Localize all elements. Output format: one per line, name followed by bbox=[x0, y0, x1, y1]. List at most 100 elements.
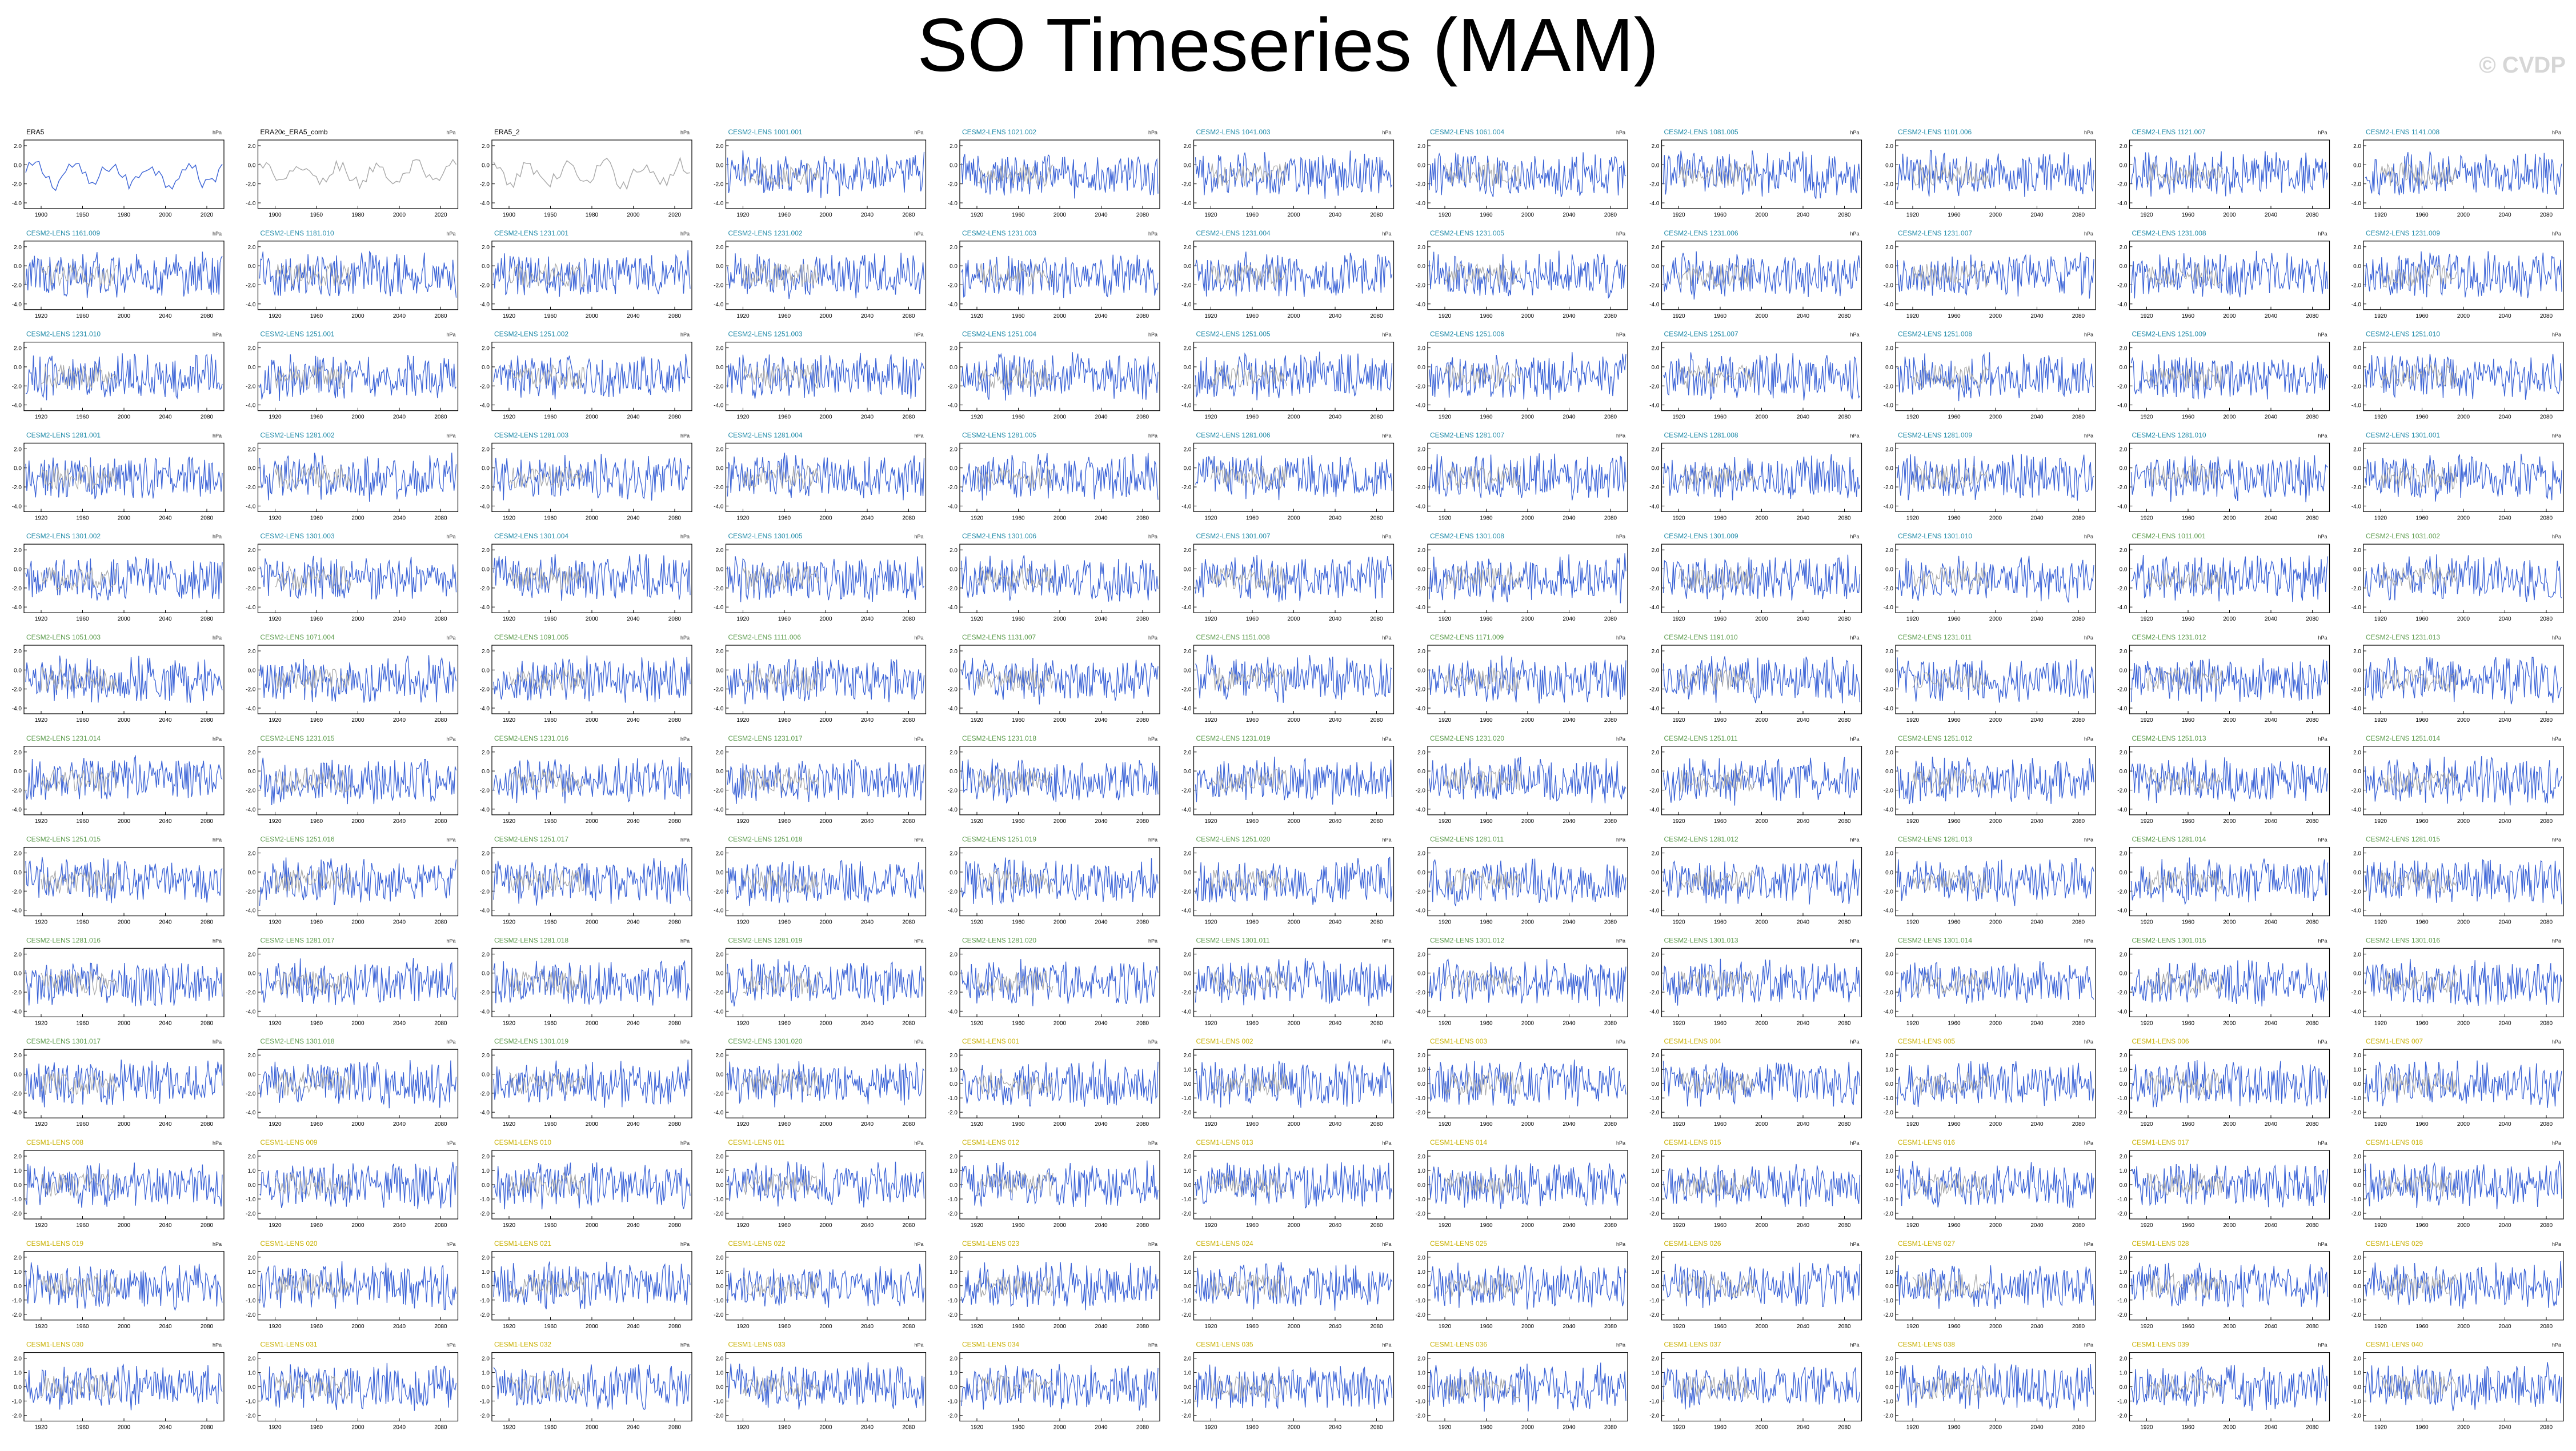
y-tick-label: -2.0 bbox=[948, 990, 958, 996]
member-series-line bbox=[259, 757, 457, 806]
y-tick-label: -4.0 bbox=[246, 1009, 256, 1015]
x-tick-label: 2080 bbox=[1604, 1222, 1617, 1229]
y-tick-label: -2.0 bbox=[1884, 990, 1894, 996]
panel-title: CESM2-LENS 1281.016 bbox=[26, 936, 101, 944]
x-tick-label: 2000 bbox=[2223, 717, 2236, 723]
y-tick-label: 2.0 bbox=[248, 446, 256, 453]
y-tick-label: 2.0 bbox=[1885, 446, 1893, 453]
panel-title: CESM2-LENS 1041.003 bbox=[1196, 128, 1271, 136]
x-tick-label: 1960 bbox=[2182, 717, 2195, 723]
y-tick-label: -4.0 bbox=[1416, 1009, 1426, 1015]
x-tick-label: 2080 bbox=[1136, 1121, 1149, 1128]
y-tick-label: 2.0 bbox=[1652, 143, 1660, 150]
member-series-line bbox=[1897, 1061, 2094, 1108]
panel: CESM2-LENS 1281.006 hPa2.00.0-2.0-4.01920… bbox=[1181, 431, 1395, 521]
y-tick-label: 2.0 bbox=[248, 952, 256, 958]
y-tick-label: -2.0 bbox=[12, 990, 22, 996]
plot-frame bbox=[491, 1352, 692, 1422]
y-tick-label: 2.0 bbox=[248, 1255, 256, 1261]
x-tick-label: 1960 bbox=[76, 414, 89, 421]
x-tick-label: 1920 bbox=[1906, 1425, 1920, 1431]
x-tick-label: 2040 bbox=[2030, 1121, 2044, 1128]
x-tick-label: 1960 bbox=[310, 515, 323, 521]
x-tick-label: 2080 bbox=[1136, 1020, 1149, 1026]
panel-units: hPa bbox=[446, 1342, 455, 1348]
panel-title: CESM2-LENS 1251.013 bbox=[2132, 734, 2206, 742]
x-tick-label: 2080 bbox=[201, 1222, 214, 1229]
x-tick-label: 1920 bbox=[736, 717, 750, 723]
x-tick-label: 1920 bbox=[1204, 1121, 1217, 1128]
y-tick-label: -4.0 bbox=[1416, 605, 1426, 611]
y-tick-label: -2.0 bbox=[1181, 1312, 1192, 1318]
y-tick-label: 2.0 bbox=[1417, 649, 1425, 655]
y-tick-label: -2.0 bbox=[948, 1110, 958, 1116]
panel-units: hPa bbox=[2318, 837, 2327, 843]
x-tick-label: 2080 bbox=[201, 1324, 214, 1330]
y-tick-label: -4.0 bbox=[1884, 201, 1894, 207]
obs-overlay-line bbox=[1210, 1072, 1288, 1096]
y-tick-label: 2.0 bbox=[2353, 952, 2361, 958]
panel-title: CESM2-LENS 1231.014 bbox=[26, 734, 101, 742]
y-tick-label: -4.0 bbox=[12, 403, 22, 409]
x-tick-label: 2040 bbox=[2030, 1020, 2044, 1026]
panel-units: hPa bbox=[2084, 736, 2093, 742]
y-tick-label: -2.0 bbox=[1181, 1413, 1192, 1420]
y-tick-label: -1.0 bbox=[2117, 1096, 2128, 1102]
x-tick-label: 2080 bbox=[902, 515, 915, 521]
member-series-line bbox=[493, 757, 691, 804]
y-tick-label: 2.0 bbox=[950, 547, 958, 554]
y-tick-label: 0.0 bbox=[1417, 263, 1425, 270]
x-tick-label: 1920 bbox=[1204, 1425, 1217, 1431]
panel-title: CESM2-LENS 1281.002 bbox=[261, 431, 335, 439]
x-tick-label: 2040 bbox=[159, 1121, 172, 1128]
x-tick-label: 2000 bbox=[2223, 1020, 2236, 1026]
panel: CESM2-LENS 1281.001 hPa2.00.0-2.0-4.01920… bbox=[12, 431, 225, 521]
obs-overlay-line bbox=[742, 870, 820, 894]
x-tick-label: 1920 bbox=[2140, 1020, 2153, 1026]
y-tick-label: 0.0 bbox=[2353, 1182, 2361, 1189]
y-tick-label: -2.0 bbox=[1884, 1211, 1894, 1217]
member-series-line bbox=[1195, 756, 1393, 805]
panel-title: CESM2-LENS 1231.007 bbox=[1898, 229, 1972, 237]
x-tick-label: 1920 bbox=[503, 515, 516, 521]
panel: CESM2-LENS 1181.010 hPa2.00.0-2.0-4.01920… bbox=[246, 229, 459, 319]
x-tick-label: 2000 bbox=[819, 1324, 832, 1330]
y-tick-label: 1.0 bbox=[950, 1067, 958, 1073]
y-tick-label: 0.0 bbox=[1652, 1284, 1660, 1290]
member-series-line bbox=[259, 655, 457, 703]
y-tick-label: 0.0 bbox=[1417, 162, 1425, 169]
panel: CESM2-LENS 1141.008 hPa2.00.0-2.0-4.01920… bbox=[2351, 128, 2564, 218]
x-tick-label: 2000 bbox=[1755, 1324, 1768, 1330]
panel: CESM2-LENS 1281.002 hPa2.00.0-2.0-4.01920… bbox=[246, 431, 459, 521]
panel-title: CESM2-LENS 1031.002 bbox=[2366, 532, 2440, 540]
x-tick-label: 2080 bbox=[434, 313, 447, 319]
x-tick-label: 1960 bbox=[1012, 515, 1025, 521]
y-tick-label: -1.0 bbox=[948, 1096, 958, 1102]
x-tick-label: 2040 bbox=[2498, 1324, 2511, 1330]
y-tick-label: 2.0 bbox=[14, 143, 22, 150]
y-tick-label: -2.0 bbox=[1649, 889, 1660, 895]
panel-units: hPa bbox=[2552, 635, 2561, 641]
x-tick-label: 1920 bbox=[1672, 717, 1685, 723]
y-tick-label: 0.0 bbox=[1417, 1182, 1425, 1189]
x-tick-label: 1920 bbox=[269, 414, 282, 421]
y-tick-label: -2.0 bbox=[714, 485, 724, 491]
panel: CESM2-LENS 1301.013 hPa2.00.0-2.0-4.01920… bbox=[1649, 936, 1862, 1026]
obs-overlay-line bbox=[275, 565, 352, 591]
x-tick-label: 2040 bbox=[2498, 818, 2511, 825]
y-tick-label: -2.0 bbox=[714, 282, 724, 289]
y-tick-label: 0.0 bbox=[14, 466, 22, 472]
panel: CESM2-LENS 1251.020 hPa2.00.0-2.0-4.01920… bbox=[1181, 836, 1395, 926]
y-tick-label: 0.0 bbox=[248, 567, 256, 573]
x-tick-label: 1960 bbox=[1480, 1121, 1493, 1128]
x-tick-label: 2080 bbox=[668, 1121, 682, 1128]
y-tick-label: 2.0 bbox=[1417, 1255, 1425, 1261]
x-tick-label: 1960 bbox=[76, 1222, 89, 1229]
panel-title: CESM2-LENS 1191.010 bbox=[1664, 633, 1738, 641]
y-tick-label: 0.0 bbox=[950, 667, 958, 674]
y-tick-label: 1.0 bbox=[1184, 1168, 1192, 1174]
y-tick-label: 2.0 bbox=[1417, 750, 1425, 756]
member-series-line bbox=[493, 960, 691, 1006]
